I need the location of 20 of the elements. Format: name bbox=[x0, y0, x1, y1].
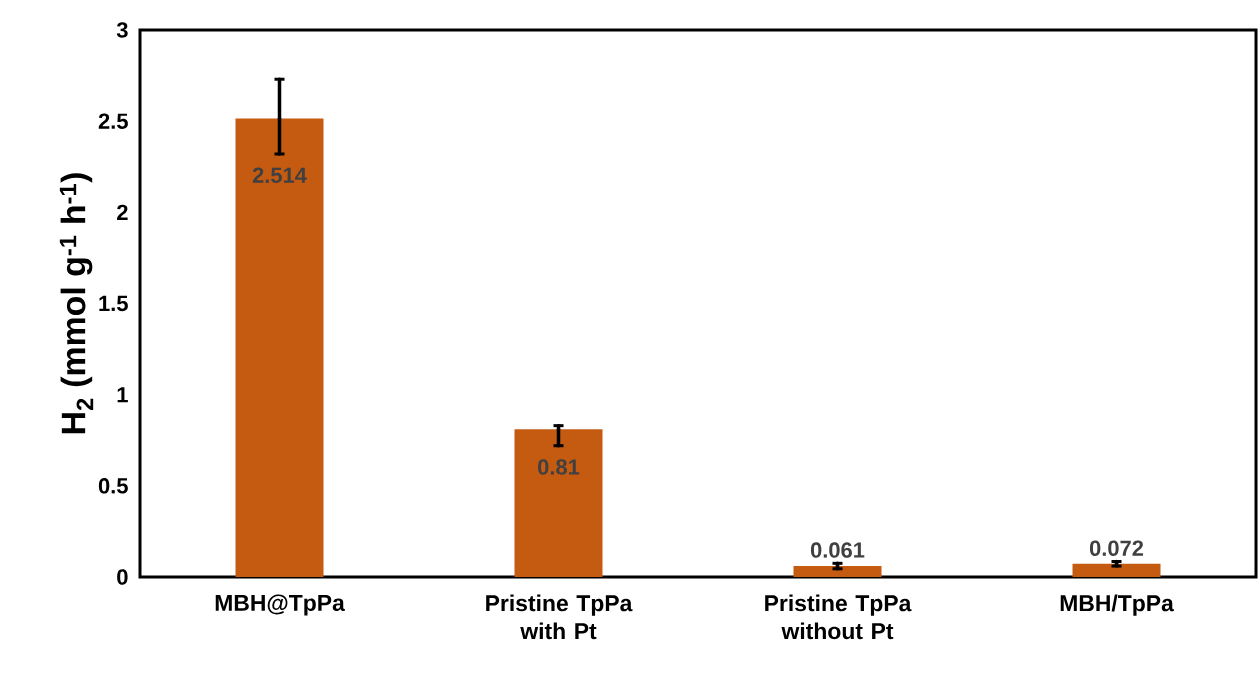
y-tick-label: 2 bbox=[117, 204, 128, 220]
y-tick-label: 0 bbox=[117, 569, 128, 585]
bar bbox=[793, 565, 882, 577]
data-label: 0.061 bbox=[810, 542, 865, 558]
x-tick-label: MBH@TpPa bbox=[215, 594, 345, 616]
data-label: 2.514 bbox=[252, 167, 307, 184]
x-tick-label: Pristine TpPa with Pt bbox=[486, 594, 633, 640]
y-tick-label: 2.5 bbox=[98, 113, 128, 129]
y-axis-title: H$_{2}$ (mmol g$^{-1}$ h$^{-1}$) bbox=[59, 173, 94, 434]
y-tick-label: 3 bbox=[116, 22, 128, 38]
bar bbox=[1072, 563, 1161, 577]
x-tick-label: Pristine TpPa without Pt bbox=[765, 594, 912, 640]
bar bbox=[235, 118, 324, 577]
y-tick-label: 1 bbox=[117, 387, 128, 403]
x-tick-label: MBH/TpPa bbox=[1060, 594, 1174, 616]
bar bbox=[514, 429, 603, 577]
data-label: 0.072 bbox=[1089, 540, 1144, 556]
y-tick-label: 0.5 bbox=[98, 478, 128, 494]
y-tick-label: 1.5 bbox=[99, 295, 128, 312]
data-label: 0.81 bbox=[538, 459, 580, 475]
